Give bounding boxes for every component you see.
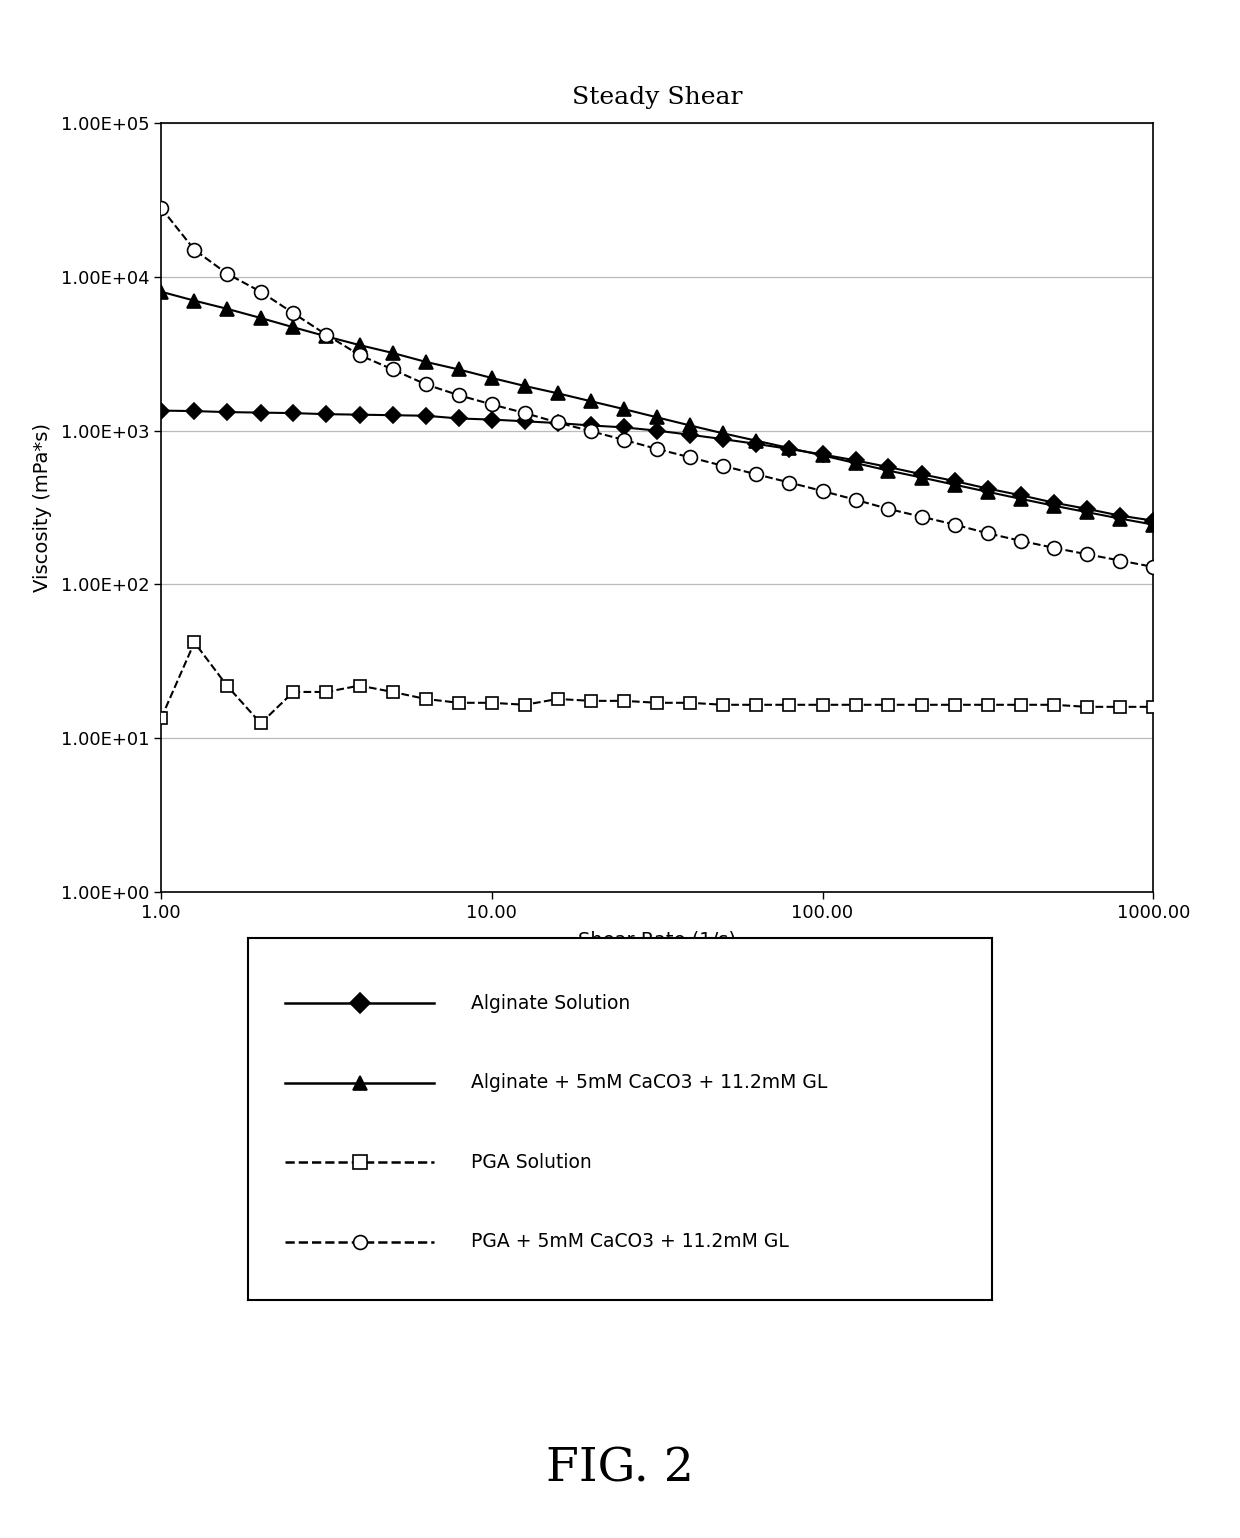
Text: PGA + 5mM CaCO3 + 11.2mM GL: PGA + 5mM CaCO3 + 11.2mM GL [471,1232,789,1252]
Text: PGA Solution: PGA Solution [471,1154,591,1172]
Text: FIG. 2: FIG. 2 [546,1446,694,1492]
Text: Alginate Solution: Alginate Solution [471,994,630,1012]
Y-axis label: Viscosity (mPa*s): Viscosity (mPa*s) [33,423,52,592]
Text: Alginate + 5mM CaCO3 + 11.2mM GL: Alginate + 5mM CaCO3 + 11.2mM GL [471,1074,827,1092]
Title: Steady Shear: Steady Shear [572,86,743,109]
X-axis label: Shear Rate (1/s): Shear Rate (1/s) [578,930,737,949]
